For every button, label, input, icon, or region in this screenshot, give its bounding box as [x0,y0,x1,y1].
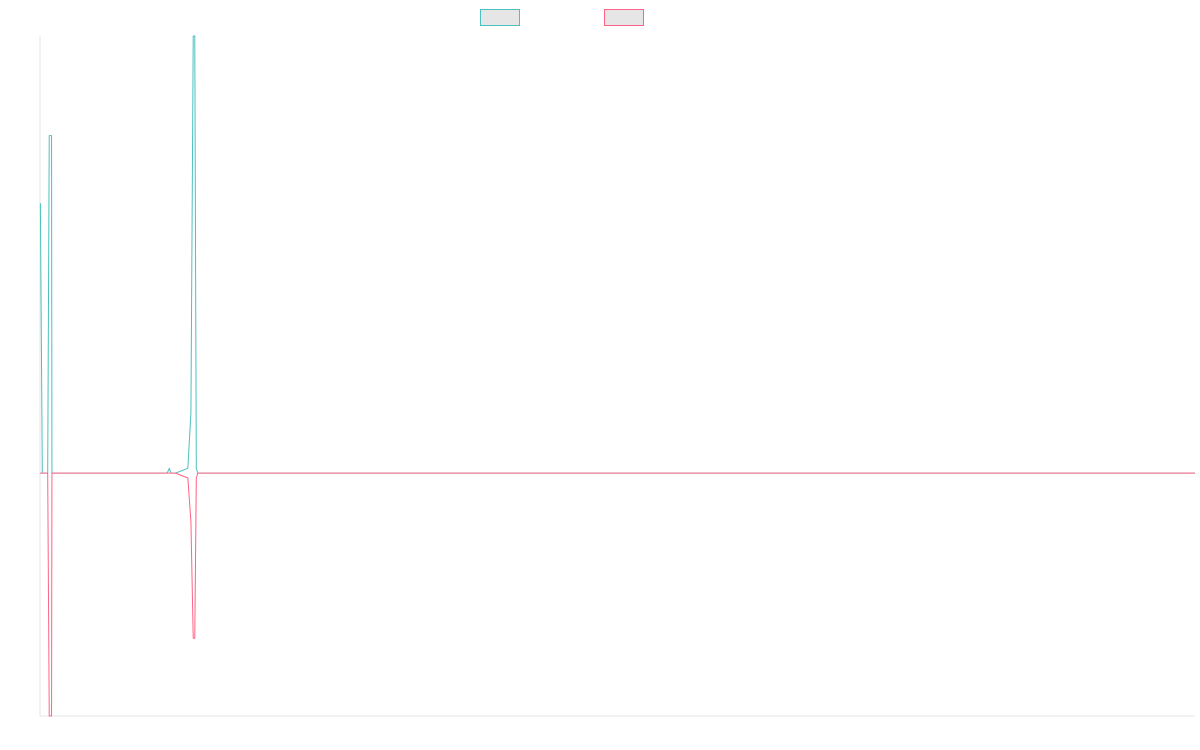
legend-item-series-1[interactable] [480,9,526,26]
legend-swatch-series-2 [604,9,644,26]
legend-swatch-series-1 [480,9,520,26]
series-layer [39,35,1195,717]
chart-legend [0,0,1200,34]
axes-layer [39,36,1195,717]
series-line-1 [39,35,1195,474]
legend-item-series-2[interactable] [604,9,650,26]
series-line-2 [39,472,1195,717]
